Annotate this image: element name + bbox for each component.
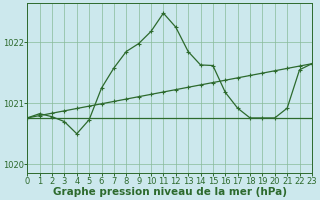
X-axis label: Graphe pression niveau de la mer (hPa): Graphe pression niveau de la mer (hPa) (52, 187, 287, 197)
